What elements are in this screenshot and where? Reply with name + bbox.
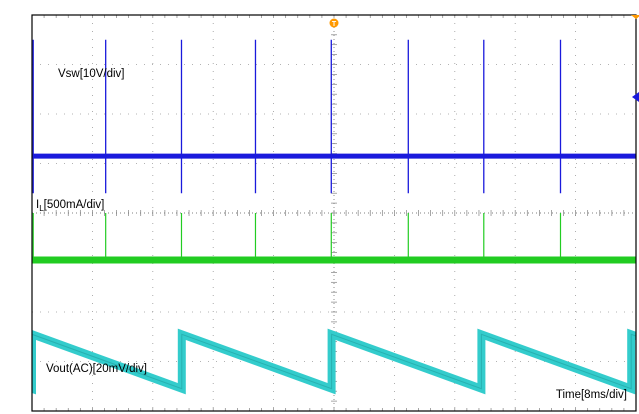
trigger-marker: T [329,18,339,28]
vsw-offset-arrow [632,92,639,102]
inductor-current-channel-label: IL[500mA/div] [36,199,104,213]
vsw-channel-label: Vsw[10V/div] [58,68,124,80]
trigger-marker-label: T [332,21,337,28]
traces [32,39,636,395]
vout-channel-label: Vout(AC)[20mV/div] [46,363,147,375]
screen-frame [31,14,637,412]
time-scale-label: Time[8ms/div] [556,389,627,401]
vout-ripple-trace-core [32,333,636,390]
trigger-level-arrow [631,15,639,19]
